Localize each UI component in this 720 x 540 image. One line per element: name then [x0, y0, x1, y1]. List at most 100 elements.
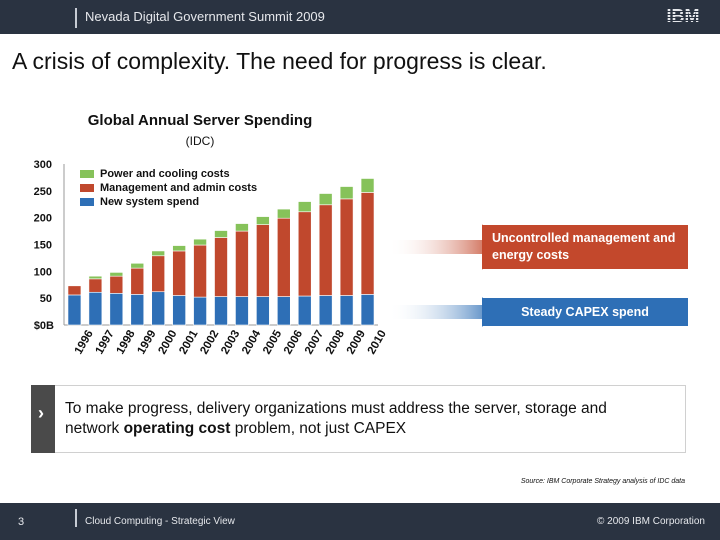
- bar-1997-management-and-admin-costs: [88, 278, 103, 293]
- bar-1998-power-and-cooling-costs: [109, 272, 124, 277]
- legend-swatch: [80, 198, 94, 206]
- bar-2007-new-system-spend: [297, 295, 312, 326]
- x-tick-label-2002: 2002: [198, 328, 221, 356]
- key-message-box: › To make progress, delivery organizatio…: [31, 385, 686, 453]
- y-tick-label: 300: [34, 159, 52, 171]
- bar-1999-management-and-admin-costs: [130, 267, 145, 295]
- x-tick-label-2003: 2003: [219, 328, 242, 356]
- bar-1997-power-and-cooling-costs: [88, 275, 103, 280]
- chart-title: Global Annual Server Spending: [87, 112, 313, 129]
- bar-2009-management-and-admin-costs: [339, 198, 354, 296]
- bar-2009-power-and-cooling-costs: [339, 186, 354, 200]
- bar-2008-power-and-cooling-costs: [318, 193, 333, 206]
- x-tick-label-2000: 2000: [156, 328, 179, 356]
- bar-1997-new-system-spend: [88, 291, 103, 326]
- bar-2007-management-and-admin-costs: [297, 211, 312, 297]
- bar-2006-power-and-cooling-costs: [277, 208, 291, 219]
- bar-2003-new-system-spend: [214, 296, 228, 326]
- source-note: Source: IBM Corporate Strategy analysis …: [520, 478, 685, 485]
- bar-2005-power-and-cooling-costs: [256, 216, 270, 225]
- bar-1998-new-system-spend: [109, 293, 124, 326]
- bar-2005-new-system-spend: [256, 296, 270, 326]
- legend-label: Power and cooling costs: [100, 168, 230, 180]
- y-tick-label: 100: [34, 266, 52, 278]
- bar-2009-new-system-spend: [339, 295, 354, 326]
- key-message-text: To make progress, delivery organizations…: [65, 399, 665, 439]
- y-tick-label: 50: [40, 293, 52, 305]
- ibm-logo-icon: IBM: [658, 6, 708, 26]
- chart-legend: Power and cooling costs Management and a…: [80, 167, 257, 209]
- x-tick-label-2005: 2005: [261, 328, 284, 357]
- bar-2008-new-system-spend: [318, 295, 333, 326]
- bar-1998-management-and-admin-costs: [109, 275, 124, 294]
- copyright: © 2009 IBM Corporation: [597, 516, 705, 527]
- callout-steady-capex: Steady CAPEX spend: [482, 298, 688, 326]
- x-tick-label-2001: 2001: [177, 328, 200, 357]
- footer-bar: 3 Cloud Computing - Strategic View © 200…: [0, 503, 720, 540]
- x-tick-label-2010: 2010: [366, 328, 389, 356]
- bar-2004-management-and-admin-costs: [235, 230, 249, 297]
- legend-item-management: Management and admin costs: [80, 181, 257, 195]
- bar-2010-new-system-spend: [360, 294, 375, 326]
- bar-2000-management-and-admin-costs: [151, 255, 165, 293]
- blue-arrow: [388, 297, 500, 327]
- bar-2004-new-system-spend: [235, 296, 249, 326]
- red-arrow: [388, 224, 500, 270]
- key-message-post: problem, not just CAPEX: [230, 420, 407, 437]
- y-tick-label: 150: [34, 240, 52, 252]
- y-tick-label: $0B: [34, 320, 54, 332]
- bar-2002-new-system-spend: [193, 296, 207, 326]
- bar-2006-management-and-admin-costs: [277, 217, 291, 297]
- legend-swatch: [80, 184, 94, 192]
- bar-1999-new-system-spend: [130, 294, 145, 326]
- bar-1996-new-system-spend: [67, 294, 82, 326]
- header-bar: Nevada Digital Government Summit 2009 IB…: [0, 0, 720, 34]
- bar-2001-power-and-cooling-costs: [172, 245, 186, 252]
- page-number: 3: [18, 516, 25, 528]
- bar-2004-power-and-cooling-costs: [235, 223, 249, 232]
- legend-label: New system spend: [100, 196, 200, 208]
- x-tick-label-2007: 2007: [303, 328, 326, 356]
- x-tick-label-1996: 1996: [73, 328, 96, 356]
- bar-2002-power-and-cooling-costs: [193, 238, 207, 246]
- x-tick-label-1998: 1998: [115, 328, 138, 357]
- x-tick-label-2009: 2009: [345, 328, 368, 356]
- bar-2006-new-system-spend: [277, 296, 291, 326]
- header-divider: [75, 8, 77, 28]
- chart: $0B 50 100 150 200 250 300 19961997199819992000…: [34, 159, 500, 357]
- bar-2002-management-and-admin-costs: [193, 244, 207, 298]
- legend-swatch: [80, 170, 94, 178]
- y-tick-label: 200: [34, 213, 52, 225]
- x-tick-label-2004: 2004: [240, 328, 263, 357]
- bar-2010-management-and-admin-costs: [360, 192, 375, 295]
- legend-item-new-system: New system spend: [80, 195, 257, 209]
- y-tick-label: 250: [34, 186, 52, 198]
- callout-uncontrolled-costs: Uncontrolled management and energy costs: [482, 225, 688, 269]
- x-tick-label-1997: 1997: [94, 328, 117, 356]
- header-title: Nevada Digital Government Summit 2009: [85, 9, 325, 24]
- bar-2001-new-system-spend: [172, 295, 186, 326]
- footer-divider: [75, 509, 77, 527]
- x-tick-label-2008: 2008: [324, 328, 347, 357]
- key-message-pre: To make progress, delivery organizations…: [65, 400, 607, 437]
- page-title: A crisis of complexity. The need for pro…: [12, 48, 547, 74]
- bar-2008-management-and-admin-costs: [318, 204, 333, 296]
- x-tick-label-1999: 1999: [135, 328, 158, 356]
- bar-2001-management-and-admin-costs: [172, 250, 186, 296]
- bar-2003-management-and-admin-costs: [214, 237, 228, 297]
- bar-1996-management-and-admin-costs: [67, 285, 82, 296]
- x-tick-label-2006: 2006: [282, 328, 305, 356]
- bar-1999-power-and-cooling-costs: [130, 262, 145, 269]
- footer-title: Cloud Computing - Strategic View: [85, 516, 235, 527]
- legend-label: Management and admin costs: [100, 182, 258, 194]
- key-message-bold: operating cost: [123, 420, 231, 437]
- bar-2010-power-and-cooling-costs: [360, 178, 375, 193]
- bar-2003-power-and-cooling-costs: [214, 230, 228, 238]
- chevron-right-icon: ›: [38, 403, 44, 423]
- bar-2000-power-and-cooling-costs: [151, 250, 165, 257]
- bar-2007-power-and-cooling-costs: [297, 201, 312, 213]
- quote-bar: [31, 385, 55, 453]
- legend-item-power: Power and cooling costs: [80, 167, 257, 181]
- bar-2000-new-system-spend: [151, 291, 165, 326]
- chart-subtitle: (IDC): [185, 134, 215, 148]
